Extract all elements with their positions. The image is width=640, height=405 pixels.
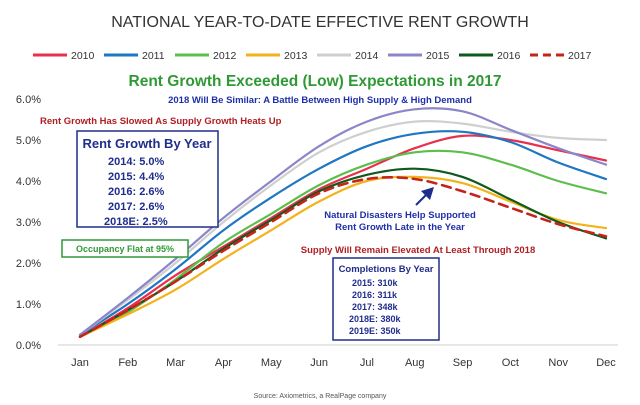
rent-growth-row: 2014: 5.0% [108, 156, 164, 168]
y-tick-label: 3.0% [16, 217, 41, 229]
disaster-note-line-2: Rent Growth Late in the Year [335, 222, 465, 233]
chart-subtitle: Rent Growth Exceeded (Low) Expectations … [129, 73, 502, 90]
series-line-2013 [78, 175, 608, 338]
y-tick-label: 5.0% [16, 135, 41, 147]
x-tick-label: Sep [453, 357, 473, 369]
x-tick-label: Aug [405, 357, 425, 369]
legend-label-2012: 2012 [213, 50, 237, 62]
disaster-annotation: Natural Disasters Help Supported Rent Gr… [324, 187, 476, 233]
chart-series [78, 107, 608, 339]
series-line-2012 [78, 149, 608, 338]
legend-label-2016: 2016 [497, 50, 521, 62]
x-tick-label: May [261, 357, 282, 369]
completions-box-title: Completions By Year [339, 264, 434, 275]
series-line-2011 [78, 130, 608, 336]
y-tick-label: 6.0% [16, 94, 41, 106]
x-tick-label: Oct [502, 357, 519, 369]
x-tick-label: Nov [548, 357, 568, 369]
x-tick-label: Dec [596, 357, 616, 369]
series-line-2010 [78, 134, 608, 338]
x-tick-label: Feb [118, 357, 137, 369]
disaster-note-line-1: Natural Disasters Help Supported [324, 210, 476, 221]
rent-growth-box-title: Rent Growth By Year [82, 136, 211, 151]
completions-row: 2019E: 350k [349, 326, 402, 336]
rent-growth-row: 2017: 2.6% [108, 201, 164, 213]
rent-growth-row: 2016: 2.6% [108, 186, 164, 198]
forecast-note: 2018 Will Be Similar: A Battle Between H… [168, 95, 472, 106]
occupancy-note: Occupancy Flat at 95% [76, 244, 174, 254]
legend-label-2013: 2013 [284, 50, 308, 62]
completions-row: 2018E: 380k [349, 314, 402, 324]
chart-legend: 2010 2011 2012 2013 2014 2015 2016 2017 [33, 50, 592, 62]
chart-axes: 0.0% 1.0% 2.0% 3.0% 4.0% 5.0% 6.0% Jan Feb Mar Apr… [16, 94, 618, 369]
y-tick-label: 2.0% [16, 258, 41, 270]
series-line-2015 [78, 107, 608, 336]
y-tick-label: 0.0% [16, 340, 41, 352]
chart-source: Source: Axiometrics, a RealPage company [254, 393, 387, 400]
chart-title: NATIONAL YEAR-TO-DATE EFFECTIVE RENT GRO… [111, 14, 529, 31]
rent-growth-row: 2018E: 2.5% [104, 216, 168, 228]
x-tick-label: Mar [166, 357, 185, 369]
completions-row: 2017: 348k [352, 302, 399, 312]
x-tick-label: Jan [71, 357, 89, 369]
y-tick-label: 4.0% [16, 176, 41, 188]
x-tick-label: Jun [310, 357, 328, 369]
x-tick-label: Jul [360, 357, 374, 369]
series-line-2017 [78, 176, 608, 339]
x-tick-label: Apr [215, 357, 232, 369]
completions-row: 2016: 311k [352, 290, 398, 300]
completions-box: Completions By Year 2015: 310k 2016: 311… [332, 257, 440, 341]
legend-label-2011: 2011 [142, 50, 165, 62]
rent-growth-row: 2015: 4.4% [108, 171, 164, 183]
annotation-arrowhead [421, 187, 434, 200]
legend-label-2015: 2015 [426, 50, 450, 62]
supply-note: Supply Will Remain Elevated At Least Thr… [301, 245, 535, 256]
legend-label-2017: 2017 [568, 50, 592, 62]
completions-row: 2015: 310k [352, 278, 399, 288]
legend-label-2014: 2014 [355, 50, 379, 62]
slowed-note: Rent Growth Has Slowed As Supply Growth … [40, 116, 282, 127]
occupancy-box: Occupancy Flat at 95% [61, 239, 189, 258]
rent-growth-box: Rent Growth By Year 2014: 5.0% 2015: 4.4… [76, 130, 219, 228]
y-tick-label: 1.0% [16, 299, 41, 311]
legend-label-2010: 2010 [71, 50, 95, 62]
